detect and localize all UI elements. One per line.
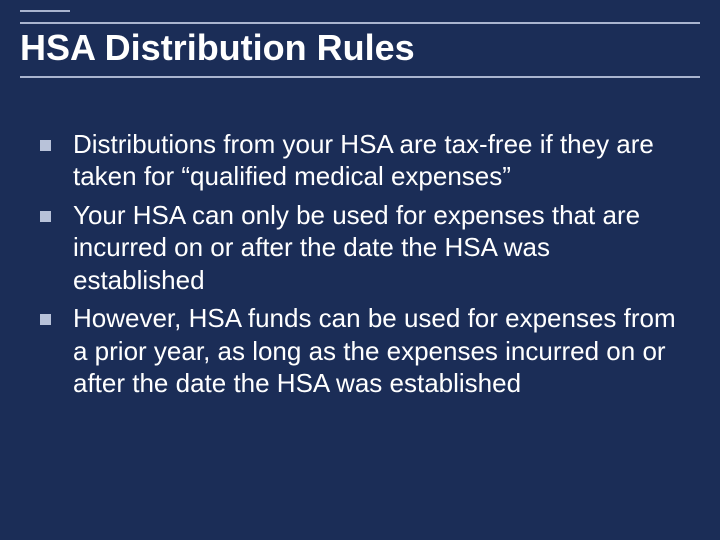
list-item: Your HSA can only be used for expenses t…: [40, 199, 680, 297]
title-accent-line: [20, 10, 70, 12]
title-area: HSA Distribution Rules: [0, 0, 720, 88]
list-item: Distributions from your HSA are tax-free…: [40, 128, 680, 193]
bullet-text: Your HSA can only be used for expenses t…: [73, 199, 680, 297]
bullet-text: Distributions from your HSA are tax-free…: [73, 128, 680, 193]
bullet-text: However, HSA funds can be used for expen…: [73, 302, 680, 400]
bullet-square-icon: [40, 211, 51, 222]
bullet-square-icon: [40, 314, 51, 325]
slide: HSA Distribution Rules Distributions fro…: [0, 0, 720, 540]
bullet-square-icon: [40, 140, 51, 151]
slide-title: HSA Distribution Rules: [20, 22, 700, 78]
content-area: Distributions from your HSA are tax-free…: [0, 88, 720, 400]
list-item: However, HSA funds can be used for expen…: [40, 302, 680, 400]
